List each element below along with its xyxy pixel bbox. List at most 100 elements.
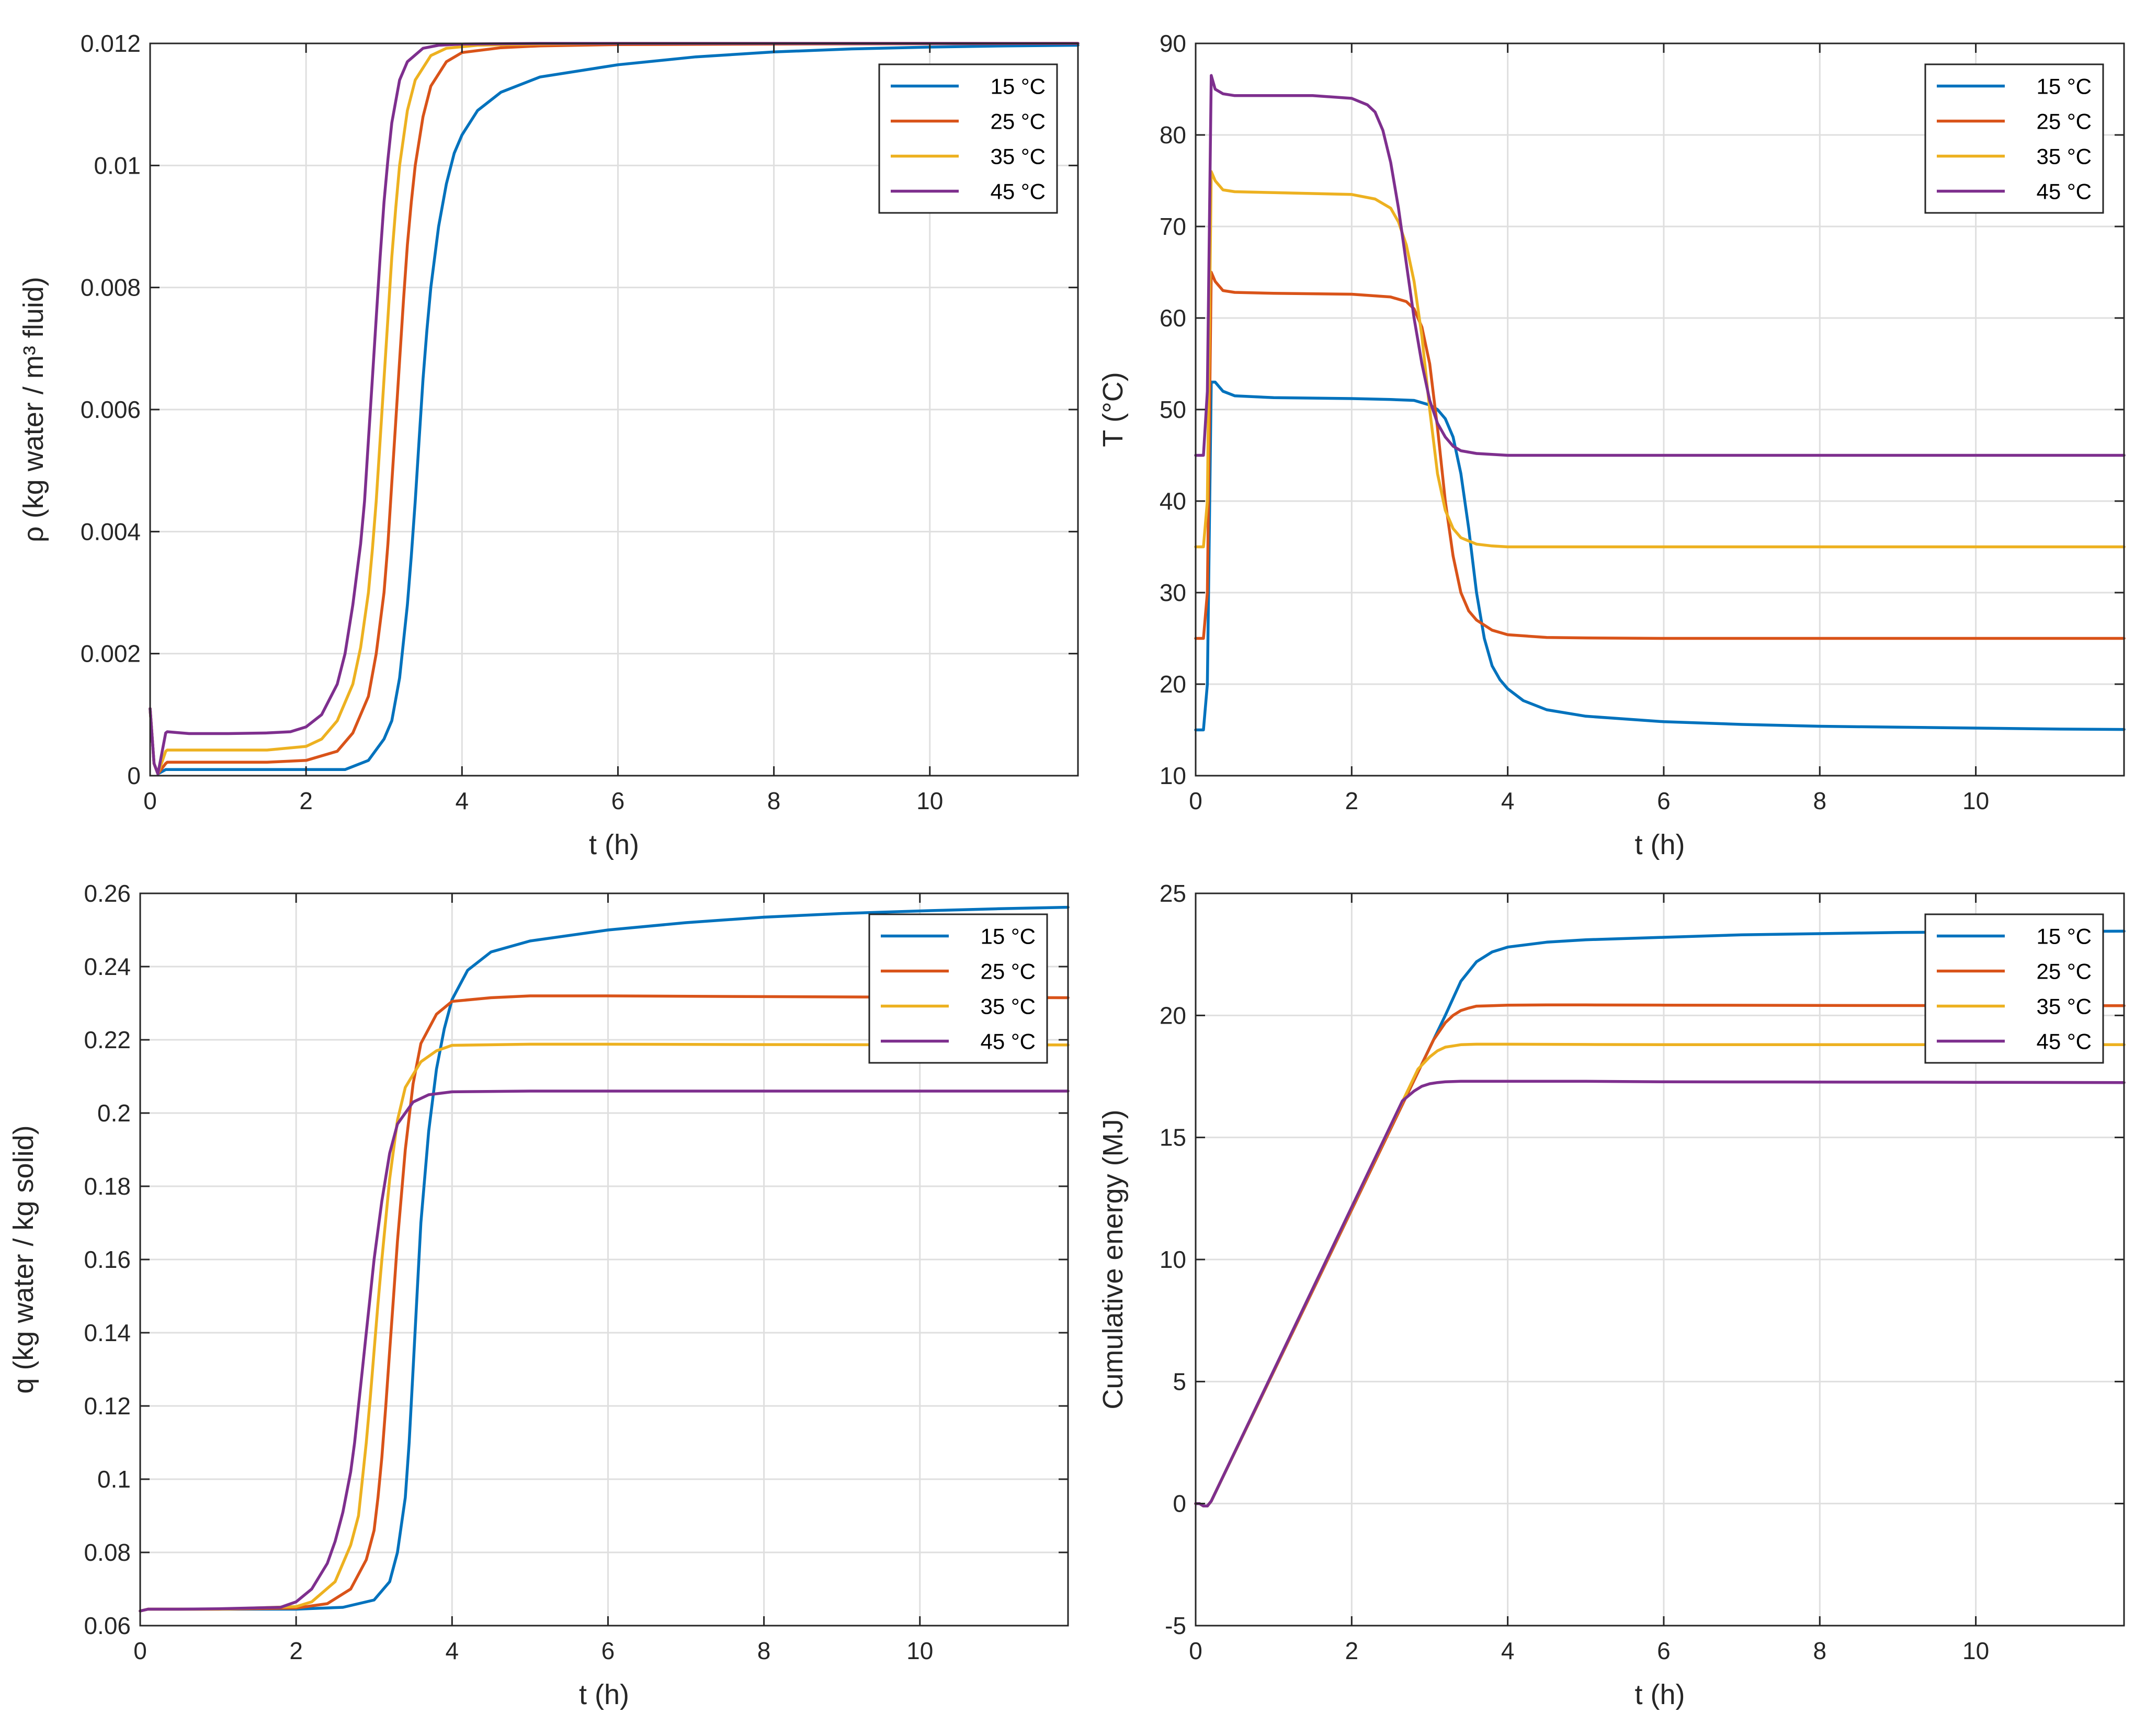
x-tick-label: 0 <box>1189 787 1202 814</box>
x-tick-label: 10 <box>906 1637 933 1664</box>
y-tick-label: 0.24 <box>84 953 131 980</box>
y-tick-label: 0.2 <box>97 1099 131 1127</box>
y-tick-label: 20 <box>1160 1002 1186 1029</box>
x-tick-label: 8 <box>757 1637 771 1664</box>
panel-loading: 0 2 4 6 8 10 0.06 0.08 0.1 0.12 0.14 0.16 0.18 0.2 0.2… <box>8 880 1070 1710</box>
legend-label: 25 °C <box>2036 109 2092 134</box>
panel-temperature: 0 2 4 6 8 10 10 20 30 40 50 60 70 80 90 t (h) T (°C) 15 °… <box>1097 30 2126 860</box>
x-tick-label: 2 <box>289 1637 303 1664</box>
x-tick-label: 0 <box>1189 1637 1202 1664</box>
x-tick-label: 4 <box>446 1637 459 1664</box>
y-tick-label: 0.18 <box>84 1173 131 1200</box>
x-tick-label: 10 <box>916 787 943 814</box>
x-tick-label: 10 <box>1962 1637 1989 1664</box>
x-axis-label: t (h) <box>1634 1679 1685 1710</box>
y-tick-label: 0.01 <box>94 152 141 179</box>
legend-label: 15 °C <box>2036 74 2092 99</box>
y-tick-label: 0.14 <box>84 1319 131 1346</box>
series-line-1 <box>139 905 1070 1613</box>
y-tick-label: 0 <box>1173 1490 1186 1517</box>
y-tick-label: 20 <box>1160 671 1186 698</box>
legend: 15 °C 25 °C 35 °C 45 °C <box>1924 913 2104 1064</box>
y-tick-label: 0.006 <box>81 396 141 423</box>
x-tick-label: 4 <box>456 787 469 814</box>
x-tick-label: 0 <box>133 1637 147 1664</box>
series-line-4 <box>1194 74 2126 457</box>
y-tick-label: 15 <box>1160 1124 1186 1151</box>
y-tick-label: 0.012 <box>81 30 141 57</box>
y-tick-label: 60 <box>1160 304 1186 332</box>
y-tick-label: 0.06 <box>84 1612 131 1639</box>
legend: 15 °C 25 °C 35 °C 45 °C <box>868 913 1048 1064</box>
x-tick-label: 6 <box>1657 1637 1671 1664</box>
y-tick-label: 0.12 <box>84 1392 131 1420</box>
x-tick-label: 0 <box>143 787 157 814</box>
y-tick-label: 5 <box>1173 1368 1186 1395</box>
series-line-4 <box>1194 1080 2126 1508</box>
y-axis-label: q (kg water / kg solid) <box>8 1125 39 1393</box>
y-tick-label: 10 <box>1160 762 1186 789</box>
y-tick-label: 0.16 <box>84 1246 131 1273</box>
y-axis-label: Cumulative energy (MJ) <box>1097 1109 1129 1409</box>
x-tick-label: 2 <box>299 787 313 814</box>
legend-label: 35 °C <box>2036 994 2092 1019</box>
panel-density: 0 2 4 6 8 10 0 0.002 0.004 0.006 0.008 0.01 0.012 t (… <box>18 30 1080 860</box>
legend-label: 35 °C <box>990 144 1046 169</box>
legend-label: 15 °C <box>2036 924 2092 949</box>
x-tick-label: 2 <box>1345 1637 1359 1664</box>
y-tick-label: 70 <box>1160 213 1186 240</box>
y-tick-label: 30 <box>1160 579 1186 606</box>
y-tick-label: 0.1 <box>97 1466 131 1493</box>
y-tick-label: 0.26 <box>84 880 131 907</box>
y-tick-label: 80 <box>1160 121 1186 149</box>
x-tick-label: 8 <box>767 787 781 814</box>
y-tick-label: 10 <box>1160 1246 1186 1273</box>
legend-box <box>868 913 1048 1064</box>
legend-label: 45 °C <box>2036 179 2092 204</box>
legend-label: 35 °C <box>980 994 1036 1019</box>
x-tick-label: 4 <box>1501 787 1515 814</box>
legend: 15 °C 25 °C 35 °C 45 °C <box>878 63 1058 214</box>
series-line-2 <box>139 994 1070 1613</box>
y-tick-label: 40 <box>1160 487 1186 515</box>
x-tick-label: 6 <box>611 787 625 814</box>
legend-label: 35 °C <box>2036 144 2092 169</box>
legend-label: 45 °C <box>2036 1029 2092 1054</box>
legend-box <box>1924 63 2104 214</box>
series-line-1 <box>1194 380 2126 732</box>
legend-label: 45 °C <box>990 179 1046 204</box>
x-tick-label: 10 <box>1962 787 1989 814</box>
legend-box <box>878 63 1058 214</box>
legend-label: 15 °C <box>980 924 1036 949</box>
x-tick-label: 6 <box>1657 787 1671 814</box>
legend: 15 °C 25 °C 35 °C 45 °C <box>1924 63 2104 214</box>
series-line-2 <box>1194 270 2126 640</box>
x-axis-label: t (h) <box>579 1679 629 1710</box>
series-line-1 <box>149 43 1080 776</box>
x-tick-label: 6 <box>601 1637 615 1664</box>
x-tick-label: 8 <box>1813 1637 1826 1664</box>
legend-label: 15 °C <box>990 74 1046 99</box>
legend-label: 25 °C <box>2036 959 2092 984</box>
y-tick-label: 0.08 <box>84 1539 131 1566</box>
series-line-4 <box>139 1090 1070 1613</box>
legend-box <box>1924 913 2104 1064</box>
series-line-3 <box>139 1042 1070 1613</box>
legend-label: 25 °C <box>980 959 1036 984</box>
series-line-4 <box>149 42 1080 776</box>
legend-label: 45 °C <box>980 1029 1036 1054</box>
x-tick-label: 2 <box>1345 787 1359 814</box>
series-line-3 <box>149 42 1080 776</box>
x-axis-label: t (h) <box>1634 829 1685 860</box>
legend-label: 25 °C <box>990 109 1046 134</box>
y-axis-label: T (°C) <box>1097 372 1129 447</box>
x-tick-label: 4 <box>1501 1637 1515 1664</box>
x-axis-label: t (h) <box>589 829 639 860</box>
y-tick-label: 90 <box>1160 30 1186 57</box>
y-tick-label: 0.008 <box>81 274 141 301</box>
y-tick-label: 0.002 <box>81 640 141 667</box>
y-tick-label: -5 <box>1165 1612 1186 1639</box>
y-tick-label: 0.004 <box>81 518 141 545</box>
